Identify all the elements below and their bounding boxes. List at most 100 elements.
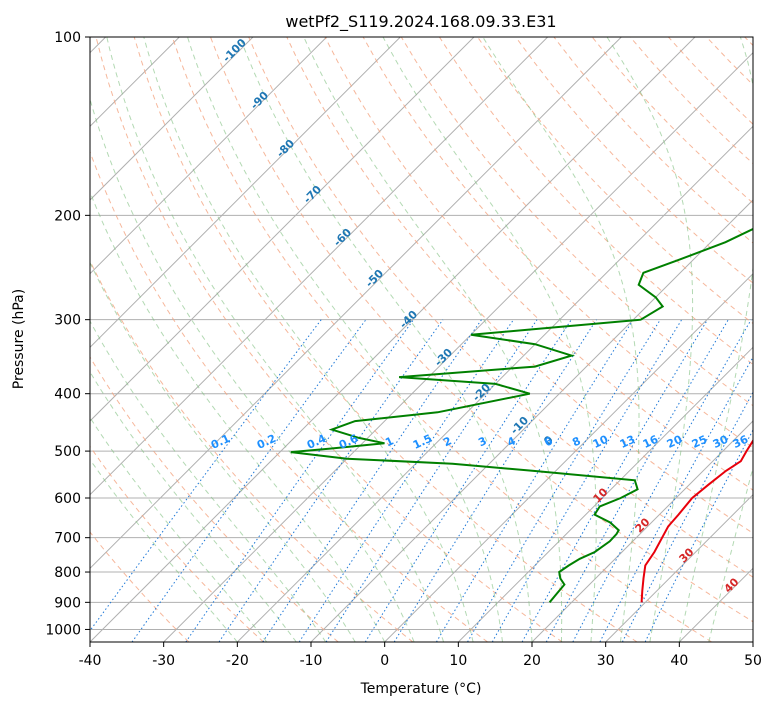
background-lines: [90, 37, 753, 642]
moist-adiabat-label: 20: [633, 515, 653, 535]
chart-title: wetPf2_S119.2024.168.09.33.E31: [285, 12, 556, 32]
y-tick-label: 300: [54, 313, 81, 329]
mixing-ratio-label: 0.2: [255, 432, 278, 452]
mixing-ratio-line: [325, 319, 538, 642]
dry-adiabat-line: [210, 37, 753, 623]
mixing-ratio-label: 10: [591, 433, 611, 451]
y-tick-label: 500: [54, 444, 81, 460]
plot-frame: [89, 36, 754, 643]
mixing-ratio-line: [218, 319, 444, 642]
y-axis: 100 200 300 400 500 600 700 800 900 1000: [45, 30, 90, 638]
mixing-ratio-line: [545, 319, 729, 642]
x-tick-label: -10: [300, 653, 323, 669]
dry-adiabat-line: [286, 37, 753, 534]
x-axis: -40 -30 -20 -10 0 10 20 30 40 50: [79, 642, 762, 669]
moist-adiabat-line: [90, 261, 356, 642]
y-tick-label: 100: [54, 30, 81, 46]
isotherm-line: [310, 199, 753, 642]
mixing-ratio-label: 30: [711, 433, 731, 451]
dry-adiabat-line: [438, 37, 753, 366]
mixing-ratio-label: 25: [690, 433, 709, 451]
dry-adiabat-line: [90, 259, 414, 642]
isotherm-line: [90, 37, 401, 349]
isotherm-line: [531, 420, 753, 642]
mixing-ratio-label: 0.1: [209, 432, 232, 452]
isotherm-line: [236, 125, 753, 642]
mixing-ratio-line: [262, 319, 482, 642]
x-tick-label: 20: [523, 653, 541, 669]
dry-adiabat-line: [90, 445, 264, 642]
x-tick-label: 30: [597, 653, 615, 669]
moist-adiabat-line: [90, 458, 238, 642]
isotherm-line: [90, 37, 254, 201]
profile-lines: [290, 227, 753, 603]
dry-adiabat-label: -70: [301, 183, 324, 206]
line-labels: -100-90-80-70-60-50-40-30-20-10010203040…: [209, 37, 751, 596]
moist-adiabat-line: [303, 37, 563, 642]
dry-adiabat-line: [90, 150, 488, 642]
isotherm-line: [457, 346, 753, 642]
isotherm-line: [163, 51, 753, 642]
y-tick-label: 400: [54, 387, 81, 403]
dry-adiabat-line: [515, 37, 753, 284]
mixing-ratio-label: 16: [641, 433, 661, 451]
x-axis-label: Temperature (°C): [360, 681, 482, 697]
x-tick-label: 50: [744, 653, 762, 669]
mixing-ratio-line: [572, 319, 752, 642]
isotherm-line: [752, 641, 753, 642]
x-tick-label: 10: [449, 653, 467, 669]
mixing-ratio-line: [131, 319, 367, 642]
dry-adiabat-label: -30: [432, 346, 455, 369]
dry-adiabat-label: -40: [397, 308, 420, 331]
y-tick-label: 700: [54, 531, 81, 547]
y-tick-label: 900: [54, 595, 81, 611]
mixing-ratio-line: [364, 319, 572, 642]
moist-adiabat-label: 30: [677, 545, 697, 565]
isotherm-line: [90, 37, 328, 275]
isotherm-line: [90, 37, 549, 496]
dewpoint-line: [290, 227, 753, 603]
dry-adiabat-line: [744, 37, 753, 47]
temperature-line: [640, 438, 753, 603]
x-tick-label: 40: [670, 653, 688, 669]
mixing-ratio-line: [521, 319, 708, 642]
dry-adiabat-line: [400, 37, 753, 407]
dry-adiabat-line: [90, 531, 190, 642]
mixing-ratio-label: 1: [383, 434, 395, 449]
moist-adiabat-line: [90, 190, 386, 642]
mixing-ratio-label: 36: [731, 433, 751, 451]
dry-adiabat-line: [248, 37, 753, 578]
mixing-ratio-line: [298, 319, 514, 642]
mixing-ratio-label: 3: [476, 434, 488, 449]
mixing-ratio-label: 8: [570, 434, 582, 449]
isotherm-line: [384, 272, 753, 642]
dry-adiabat-line: [133, 37, 638, 642]
x-tick-label: -30: [152, 653, 175, 669]
moist-adiabat-line: [106, 37, 445, 642]
mixing-ratio-line: [491, 319, 683, 642]
dry-adiabat-label: -50: [363, 267, 386, 290]
mixing-ratio-line: [393, 319, 597, 642]
moist-adiabat-line: [143, 37, 474, 642]
x-tick-label: -40: [79, 653, 102, 669]
mixing-ratio-label: 20: [665, 433, 685, 451]
moist-adiabat-line: [90, 97, 415, 642]
y-tick-label: 600: [54, 491, 81, 507]
isotherm-line: [90, 37, 696, 642]
dry-adiabat-label: -80: [274, 137, 297, 160]
moist-adiabat-line: [187, 37, 503, 642]
dry-adiabat-line: [95, 37, 563, 642]
x-tick-label: -20: [226, 653, 249, 669]
moist-adiabat-line: [239, 37, 533, 642]
dry-adiabat-line: [171, 37, 712, 642]
mixing-ratio-line: [621, 391, 753, 642]
mixing-ratio-line: [185, 319, 414, 642]
moist-adiabat-line: [606, 37, 694, 642]
y-tick-label: 200: [54, 208, 81, 224]
mixing-ratio-line: [435, 319, 634, 642]
dry-adiabat-line: [706, 37, 753, 86]
x-tick-label: 0: [380, 653, 389, 669]
mixing-ratio-label: 13: [618, 433, 637, 451]
y-axis-label: Pressure (hPa): [11, 289, 27, 389]
